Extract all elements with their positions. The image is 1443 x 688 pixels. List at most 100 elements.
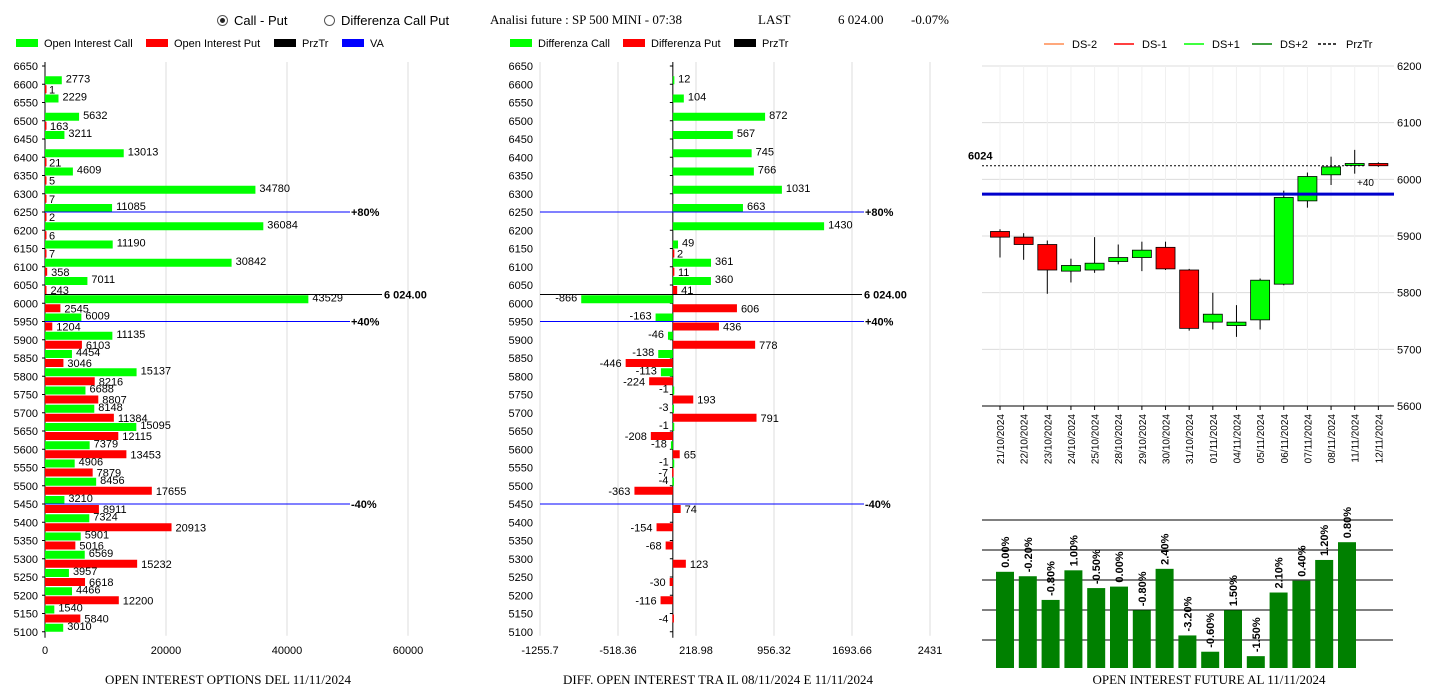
oi-bar xyxy=(1224,610,1242,668)
date-label: 11/11/2024 xyxy=(1351,414,1362,463)
put-bar xyxy=(45,541,76,550)
call-value-label: 3957 xyxy=(73,566,97,578)
call-value-label: -866 xyxy=(555,292,577,304)
oi-value-label: -1.50% xyxy=(1251,617,1263,652)
call-bar xyxy=(660,368,673,377)
oi-value-label: 2.10% xyxy=(1274,557,1286,588)
strike-label: 5200 xyxy=(14,590,38,602)
put-value-label: 41 xyxy=(681,285,693,297)
call-value-label: 3211 xyxy=(68,128,92,140)
call-bar xyxy=(45,514,90,523)
put-bar xyxy=(45,468,93,477)
call-bar xyxy=(45,550,85,559)
put-value-label: -363 xyxy=(608,486,630,498)
call-value-label: 4609 xyxy=(77,165,101,177)
put-value-label: 7 xyxy=(49,249,55,261)
call-bar xyxy=(45,240,113,249)
diff-open-interest-chart: Differenza Call Differenza Put PrzTr -1255.… xyxy=(509,38,943,687)
put-bar xyxy=(672,413,757,422)
candle-body xyxy=(1131,249,1152,258)
strike-label: 6600 xyxy=(509,79,533,91)
strike-label: 5700 xyxy=(14,408,38,420)
call-bar xyxy=(45,459,75,468)
strike-label: 6050 xyxy=(14,280,38,292)
strike-label: 6250 xyxy=(509,207,533,219)
legend-label: Open Interest Call xyxy=(44,38,133,50)
radio-diff-call-put[interactable]: Differenza Call Put xyxy=(324,13,449,28)
date-label: 08/11/2024 xyxy=(1327,414,1338,464)
legend-swatch xyxy=(623,39,645,47)
call-bar xyxy=(670,441,673,450)
call-bar xyxy=(45,441,90,450)
strike-label: 6550 xyxy=(509,98,533,110)
call-bar xyxy=(45,605,55,614)
call-value-label: 872 xyxy=(769,110,787,122)
top-bar: Call - Put Differenza Call Put Analisi f… xyxy=(0,0,1443,34)
put-bar xyxy=(45,340,82,349)
date-label: 01/11/2024 xyxy=(1209,414,1220,464)
radio-checked-icon[interactable] xyxy=(217,15,228,26)
candle-body xyxy=(1037,244,1058,271)
oi-bar xyxy=(1315,559,1334,668)
radio-call-put[interactable]: Call - Put xyxy=(217,13,287,28)
put-value-label: 17655 xyxy=(156,486,187,498)
put-bar xyxy=(665,541,673,550)
strike-label: 6450 xyxy=(509,134,533,146)
call-value-label: 49 xyxy=(682,238,694,250)
date-label: 30/10/2024 xyxy=(1162,414,1173,464)
oi-value-label: -0.80% xyxy=(1046,561,1058,596)
call-bar xyxy=(672,386,675,395)
call-value-label: -1 xyxy=(659,384,669,396)
put-bar xyxy=(634,486,673,495)
x-tick-label: 40000 xyxy=(272,645,303,657)
candle-body xyxy=(1368,163,1389,167)
strike-label: 6050 xyxy=(509,280,533,292)
call-bar xyxy=(672,185,782,194)
x-tick-label: 956.32 xyxy=(757,645,791,657)
call-bar xyxy=(45,350,72,358)
legend-label: PrzTr xyxy=(762,38,789,50)
x-tick-label: 60000 xyxy=(393,645,424,657)
strike-label: 6350 xyxy=(509,171,533,183)
call-value-label: -18 xyxy=(651,438,667,450)
legend-swatch xyxy=(342,39,364,47)
legend-swatch xyxy=(510,39,532,47)
put-bar xyxy=(650,432,673,440)
oi-value-label: 0.80% xyxy=(1342,507,1354,538)
put-bar xyxy=(45,286,47,294)
oi-value-label: 1.20% xyxy=(1319,525,1331,556)
strike-label: 6400 xyxy=(14,152,38,164)
put-value-label: 15232 xyxy=(141,559,172,571)
strike-label: 6450 xyxy=(14,134,38,146)
call-bar xyxy=(672,94,684,103)
va-line-label: +40% xyxy=(351,317,380,329)
radio-unchecked-icon[interactable] xyxy=(324,15,335,26)
oi-value-label: -0.20% xyxy=(1023,537,1035,572)
call-bar xyxy=(45,569,69,577)
date-label: 21/10/2024 xyxy=(996,414,1007,464)
put-bar xyxy=(45,176,47,185)
call-bar xyxy=(45,185,256,194)
x-tick-label: -1255.7 xyxy=(521,645,558,657)
legend-label: Open Interest Put xyxy=(174,38,260,50)
oi-value-label: 2.40% xyxy=(1160,533,1172,564)
call-value-label: 11190 xyxy=(117,238,146,250)
call-value-label: 4466 xyxy=(76,584,100,596)
call-value-label: 7011 xyxy=(91,274,115,286)
oi-bar xyxy=(1292,580,1311,668)
put-bar xyxy=(672,395,694,404)
call-value-label: 30842 xyxy=(236,256,267,268)
put-value-label: 13453 xyxy=(130,449,161,461)
call-value-label: -46 xyxy=(648,329,664,341)
put-bar xyxy=(672,614,674,623)
oi-bar xyxy=(1018,576,1037,668)
call-bar xyxy=(45,623,64,632)
strike-label: 5400 xyxy=(509,517,533,529)
strike-label: 5500 xyxy=(14,481,38,493)
put-value-label: -7 xyxy=(658,468,668,480)
call-bar xyxy=(672,76,675,85)
legend-label: PrzTr xyxy=(1346,39,1373,51)
call-bar xyxy=(45,404,95,413)
put-value-label: -116 xyxy=(635,595,656,607)
put-value-label: 778 xyxy=(759,340,777,352)
